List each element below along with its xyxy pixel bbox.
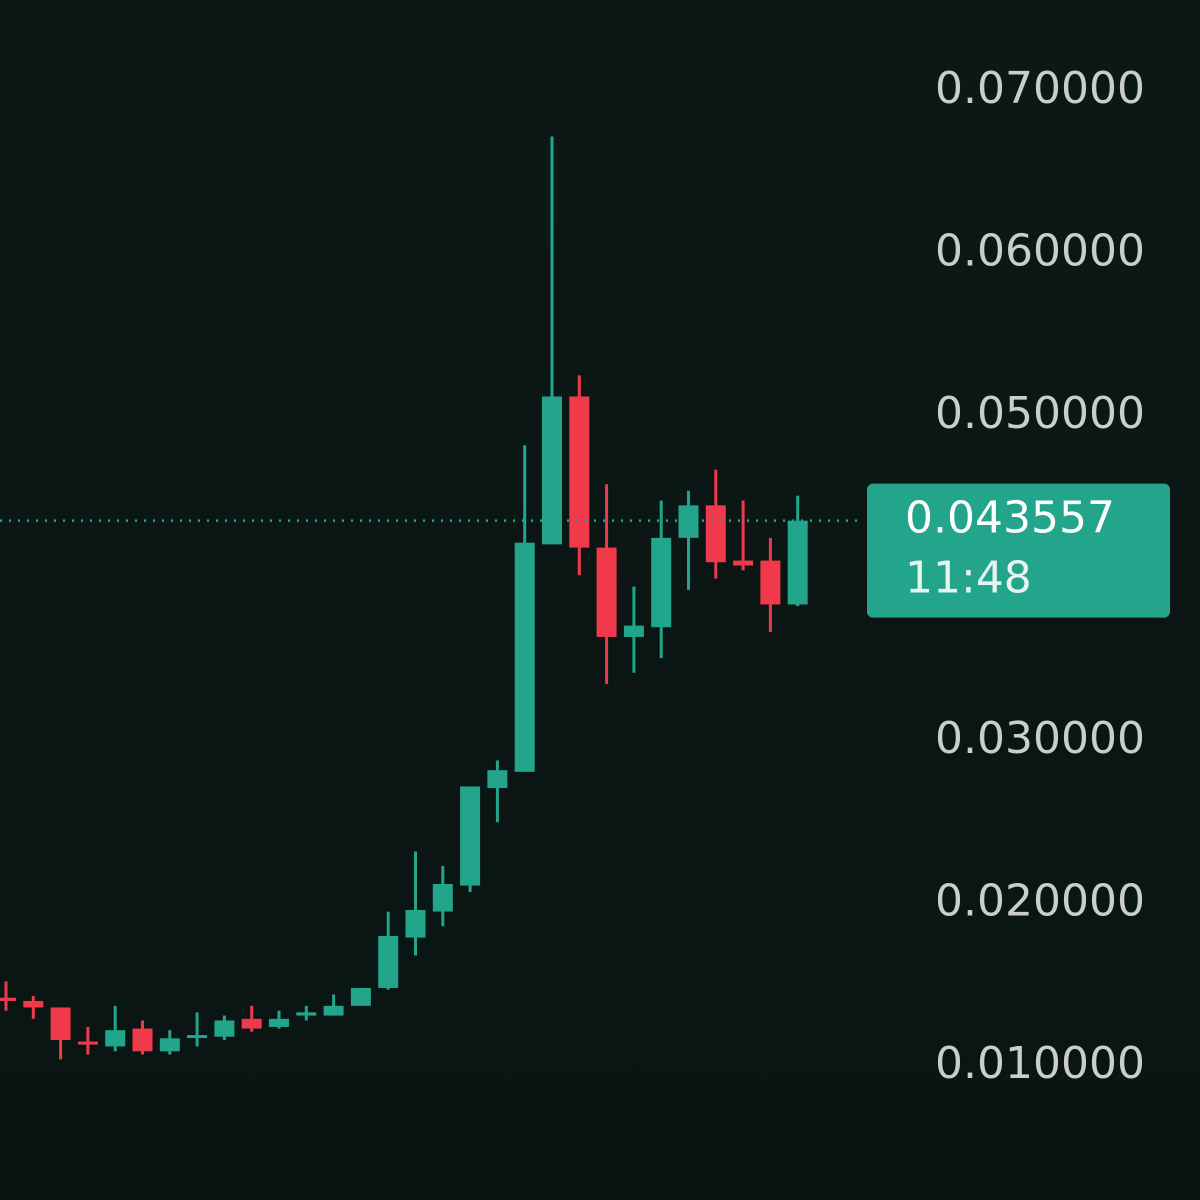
- candle-body: [323, 1005, 344, 1016]
- candle-body: [678, 505, 699, 538]
- candle-body: [651, 537, 672, 628]
- candle-body: [460, 786, 481, 886]
- candle-body: [105, 1030, 126, 1047]
- candle-body: [405, 909, 426, 938]
- candle-body: [514, 542, 535, 772]
- candle-body: [269, 1018, 289, 1027]
- y-tick-label: 0.010000: [935, 1038, 1145, 1089]
- candle-body: [187, 1035, 208, 1039]
- candle-body: [432, 883, 453, 912]
- candle-body: [214, 1020, 235, 1037]
- candle-body: [623, 625, 644, 637]
- candle-body: [733, 560, 754, 566]
- candle-body: [569, 396, 590, 548]
- y-tick-label: 0.050000: [935, 388, 1145, 439]
- candle-body: [487, 770, 508, 789]
- candle-body: [23, 1000, 44, 1008]
- candle-body: [77, 1041, 98, 1045]
- price-label: 0.043557: [905, 493, 1115, 544]
- candle-body: [159, 1038, 180, 1052]
- candle-body: [378, 935, 399, 988]
- y-tick-label: 0.030000: [935, 713, 1145, 764]
- y-tick-label: 0.060000: [935, 225, 1145, 276]
- candle-body: [787, 520, 808, 605]
- candle-body: [542, 396, 562, 545]
- time-label: 11:48: [905, 553, 1032, 604]
- y-tick-label: 0.020000: [935, 875, 1145, 926]
- candle-body: [241, 1018, 262, 1029]
- candle-body: [596, 547, 617, 637]
- candle-body: [350, 987, 371, 1006]
- candle-body: [50, 1007, 71, 1040]
- candle-body: [296, 1012, 317, 1016]
- candle-body: [132, 1028, 153, 1052]
- price-label-box: [867, 483, 1170, 618]
- candle-body: [705, 505, 726, 563]
- candle-body: [0, 997, 16, 1001]
- candle-body: [760, 560, 781, 605]
- y-tick-label: 0.070000: [935, 63, 1145, 114]
